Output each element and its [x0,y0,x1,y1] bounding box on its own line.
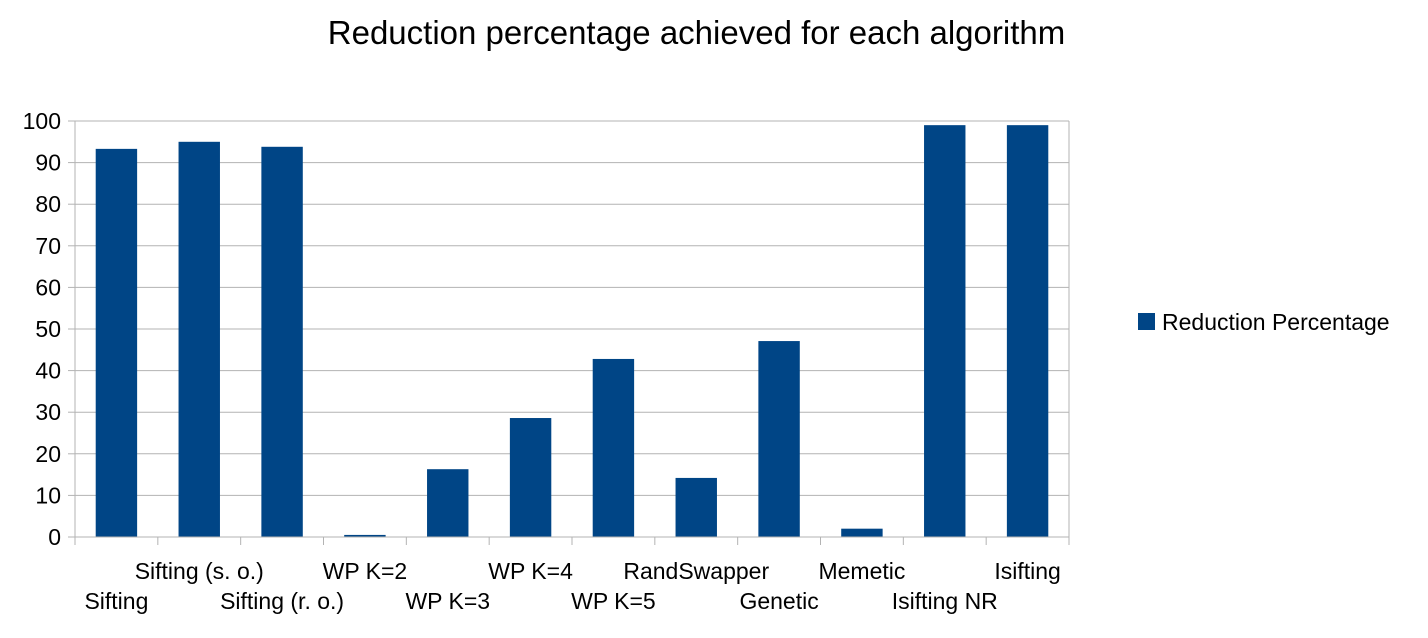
y-tick-label: 60 [35,274,61,300]
x-tick-labels: Sifting Sifting (s. o.) Sifting (r. o.) WP … [84,558,1060,614]
y-tick-label: 30 [35,399,61,425]
x-tick-label: WP K=3 [405,588,490,614]
y-tick-label: 50 [35,316,61,342]
bar-wp-k-3 [427,469,469,537]
x-tick-label: Sifting (s. o.) [135,558,264,584]
y-tick-label: 0 [48,524,61,550]
gridlines [75,120,1069,538]
bar-sifting-r-o [261,146,303,538]
legend: Reduction Percentage [1138,309,1390,335]
x-tick-label: Memetic [818,558,905,584]
legend-label: Reduction Percentage [1162,309,1390,335]
bar-randswapper [675,477,717,537]
x-tick-label: Sifting (r. o.) [220,588,344,614]
bar-isifting [1006,125,1049,537]
y-tick-label: 80 [35,191,61,217]
y-tick-label: 70 [35,233,61,259]
x-tick-label: RandSwapper [623,558,769,584]
x-tick-label: Sifting [84,588,148,614]
y-tick-label: 10 [35,482,61,508]
y-tick-label: 20 [35,441,61,467]
y-tick-label: 40 [35,358,61,384]
bar-sifting [95,148,138,537]
x-tick-label: WP K=2 [323,558,408,584]
bar-isifting-nr [924,125,966,537]
bar-genetic [758,341,800,537]
x-tick-label: Genetic [739,588,818,614]
x-tick-label: WP K=4 [488,558,573,584]
bar-sifting-s-o [178,141,220,538]
axes [68,120,1070,545]
bar-wp-k-4 [509,418,552,537]
bar-memetic [841,528,883,537]
x-tick-label: WP K=5 [571,588,656,614]
bar-wp-k-2 [344,534,386,537]
x-tick-label: Isifting NR [892,588,998,614]
bar-wp-k-5 [592,358,635,537]
y-tick-labels: 0 10 20 30 40 50 60 70 80 90 100 [23,108,61,550]
y-tick-label: 90 [35,150,61,176]
x-tick-label: Isifting [994,558,1060,584]
y-tick-label: 100 [23,108,61,134]
chart-title: Reduction percentage achieved for each a… [327,14,1066,51]
legend-swatch [1138,313,1155,330]
bars [95,125,1049,538]
